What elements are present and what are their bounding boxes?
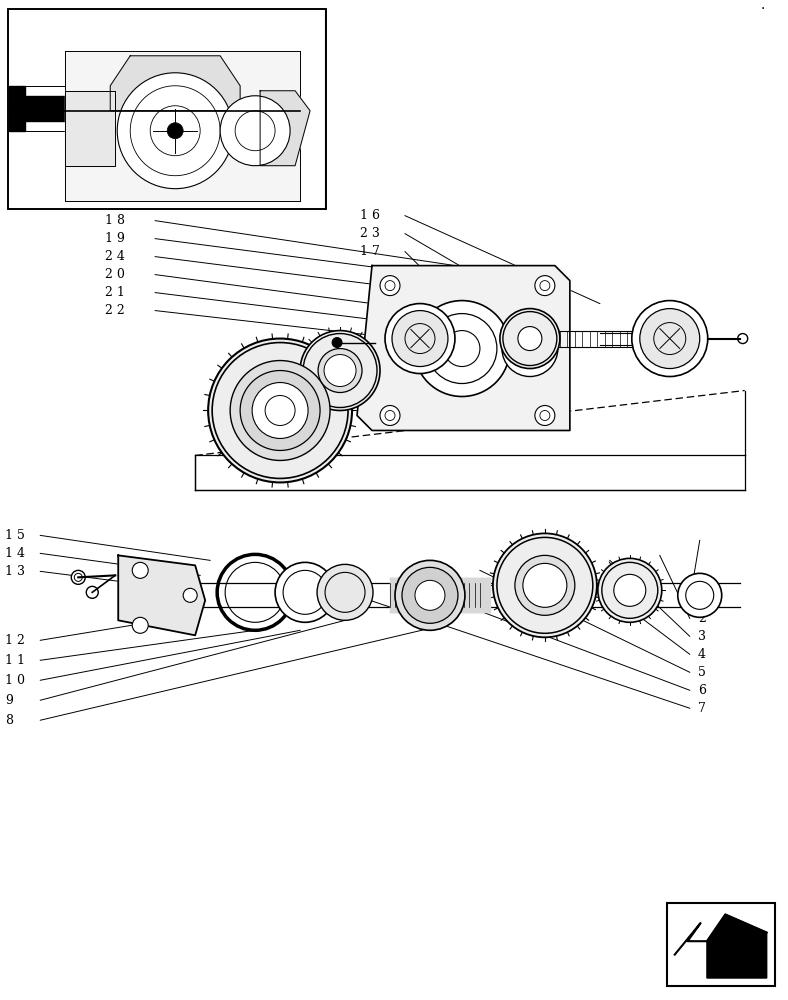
Circle shape [523, 563, 567, 607]
Circle shape [318, 349, 362, 393]
Circle shape [518, 327, 542, 351]
Text: 1: 1 [697, 594, 706, 607]
Text: 1 1: 1 1 [6, 654, 25, 667]
Circle shape [230, 361, 330, 460]
Circle shape [614, 574, 646, 606]
Circle shape [208, 339, 352, 482]
Text: 8: 8 [6, 714, 13, 727]
Text: 1 3: 1 3 [6, 565, 25, 578]
Text: 9: 9 [6, 694, 13, 707]
Text: 1 7: 1 7 [360, 245, 380, 258]
Circle shape [415, 580, 445, 610]
Polygon shape [260, 91, 310, 166]
Circle shape [132, 562, 148, 578]
Circle shape [535, 276, 555, 296]
Circle shape [275, 562, 335, 622]
Circle shape [535, 405, 555, 425]
Polygon shape [25, 96, 65, 121]
Circle shape [414, 301, 510, 397]
Circle shape [132, 617, 148, 633]
Bar [670, 906, 771, 983]
Text: 1 5: 1 5 [6, 529, 25, 542]
Circle shape [380, 276, 400, 296]
Text: 2 0: 2 0 [106, 268, 125, 281]
Circle shape [324, 355, 356, 387]
Polygon shape [110, 56, 240, 111]
Polygon shape [357, 266, 570, 430]
Text: 2 3: 2 3 [360, 227, 380, 240]
Text: 5: 5 [697, 666, 705, 679]
Text: 1 2: 1 2 [6, 634, 25, 647]
Text: 3: 3 [697, 630, 706, 643]
Text: 1 9: 1 9 [106, 232, 125, 245]
Circle shape [598, 558, 662, 622]
Text: 6: 6 [697, 684, 706, 697]
Text: 2 1: 2 1 [106, 286, 125, 299]
Circle shape [71, 570, 85, 584]
Circle shape [86, 586, 98, 598]
Circle shape [392, 311, 448, 367]
Circle shape [493, 533, 597, 637]
Circle shape [183, 588, 197, 602]
Text: 1 8: 1 8 [106, 214, 125, 227]
Polygon shape [707, 914, 767, 978]
Polygon shape [118, 555, 205, 635]
Circle shape [500, 309, 559, 369]
Text: 7: 7 [697, 702, 705, 715]
Text: 1 4: 1 4 [6, 547, 25, 560]
Circle shape [632, 301, 708, 377]
Polygon shape [65, 51, 300, 201]
Polygon shape [390, 578, 490, 612]
Text: 2 2: 2 2 [106, 304, 125, 317]
Bar [9, 9, 326, 209]
Circle shape [332, 338, 342, 348]
Circle shape [220, 96, 290, 166]
Text: 2 4: 2 4 [106, 250, 125, 263]
Circle shape [117, 73, 233, 189]
Text: 1 6: 1 6 [360, 209, 380, 222]
Circle shape [502, 321, 558, 377]
Polygon shape [9, 86, 25, 131]
Circle shape [167, 123, 183, 139]
Text: ·: · [760, 2, 765, 16]
Circle shape [300, 331, 380, 410]
Text: 2: 2 [697, 612, 705, 625]
Circle shape [240, 371, 320, 450]
Circle shape [317, 564, 373, 620]
Bar [9, 9, 326, 209]
Circle shape [380, 405, 400, 425]
Circle shape [395, 560, 465, 630]
Bar [667, 903, 775, 986]
Circle shape [402, 567, 458, 623]
Text: 4: 4 [697, 648, 706, 661]
Circle shape [515, 555, 575, 615]
Circle shape [252, 383, 308, 438]
Circle shape [678, 573, 722, 617]
Circle shape [385, 304, 455, 374]
Polygon shape [65, 91, 115, 166]
Circle shape [640, 309, 700, 369]
Text: 1 0: 1 0 [6, 674, 25, 687]
